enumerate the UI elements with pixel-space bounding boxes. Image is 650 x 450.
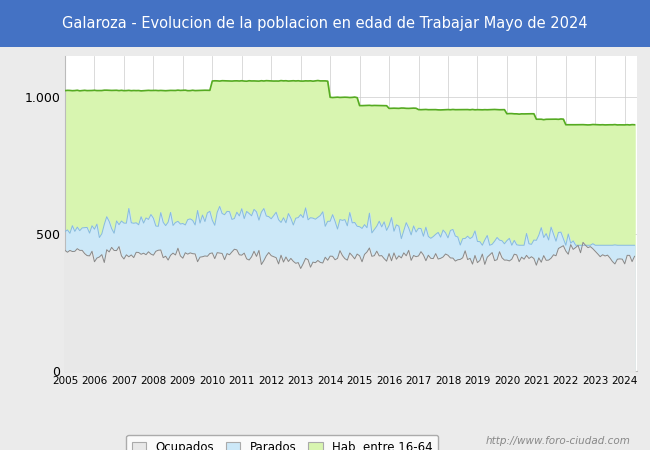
Legend: Ocupados, Parados, Hab. entre 16-64: Ocupados, Parados, Hab. entre 16-64 — [126, 435, 439, 450]
Text: http://www.foro-ciudad.com: http://www.foro-ciudad.com — [486, 436, 630, 446]
Text: Galaroza - Evolucion de la poblacion en edad de Trabajar Mayo de 2024: Galaroza - Evolucion de la poblacion en … — [62, 16, 588, 31]
